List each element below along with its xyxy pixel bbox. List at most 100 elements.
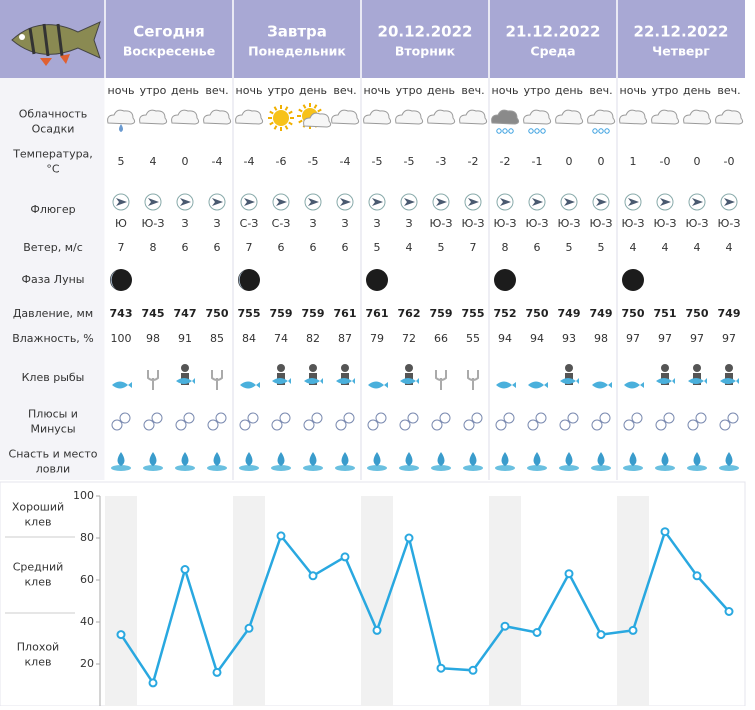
vane-arrow	[692, 198, 703, 206]
water	[399, 465, 419, 471]
row-label: Флюгер	[30, 203, 75, 216]
fish	[688, 378, 707, 384]
time-label: день	[683, 84, 711, 97]
cloud	[171, 109, 200, 125]
minus	[367, 419, 379, 431]
ray	[298, 119, 303, 124]
man-head	[277, 364, 285, 372]
hook	[435, 370, 447, 390]
wind-direction: Ю-З	[526, 217, 549, 230]
moon	[110, 269, 132, 291]
header-bg	[0, 0, 745, 78]
temperature: -5	[308, 155, 319, 168]
water	[207, 465, 227, 471]
float	[341, 452, 349, 466]
temperature: 5	[118, 155, 125, 168]
wind-direction: Ю	[115, 217, 127, 230]
time-label: утро	[396, 84, 423, 97]
wind-direction: Ю-З	[494, 217, 517, 230]
row-label: Температура,	[12, 148, 93, 161]
vane-arrow	[148, 198, 159, 206]
bite-icon	[176, 364, 195, 385]
pressure: 759	[270, 307, 293, 320]
cloud-icon	[555, 109, 584, 125]
bite-icon	[624, 381, 644, 389]
row-label: Давление, мм	[13, 307, 93, 320]
wind-speed: 6	[214, 241, 221, 254]
float	[437, 452, 445, 466]
plus	[151, 412, 163, 424]
pressure: 759	[430, 307, 453, 320]
time-label: утро	[524, 84, 551, 97]
cloud-icon	[619, 109, 648, 125]
point	[308, 571, 318, 581]
wind-speed: 7	[246, 241, 253, 254]
vane-arrow	[500, 198, 511, 206]
float	[597, 452, 605, 466]
wind-direction: Ю-З	[142, 217, 165, 230]
bite-icon	[368, 381, 388, 389]
minus	[495, 419, 507, 431]
cloud	[363, 109, 392, 125]
moon	[238, 269, 260, 291]
hook	[211, 370, 223, 390]
humidity: 82	[306, 332, 320, 345]
vane-arrow	[116, 198, 127, 206]
plus	[343, 412, 355, 424]
night-stripe	[617, 496, 649, 706]
ray	[269, 110, 274, 115]
humidity: 91	[178, 332, 192, 345]
wind-speed: 5	[438, 241, 445, 254]
wind-speed: 4	[406, 241, 413, 254]
tackle-icon	[175, 452, 195, 471]
cloud	[139, 109, 168, 125]
plus	[407, 412, 419, 424]
plus	[311, 412, 323, 424]
tackle-icon	[495, 452, 515, 471]
temperature: -2	[468, 155, 479, 168]
row-label: ловли	[36, 463, 70, 476]
snowflake	[508, 128, 514, 134]
temperature: 0	[694, 155, 701, 168]
wind-speed: 6	[310, 241, 317, 254]
temperature: 0	[598, 155, 605, 168]
temperature: -4	[212, 155, 223, 168]
tackle-icon	[367, 452, 387, 471]
fish	[336, 378, 355, 384]
wind-speed: 4	[630, 241, 637, 254]
humidity: 84	[242, 332, 256, 345]
cloud-icon	[203, 109, 232, 125]
bite-icon	[336, 364, 355, 385]
bite-icon	[240, 381, 260, 389]
plus-minus-icon	[687, 412, 707, 431]
time-label: веч.	[589, 84, 612, 97]
pressure: 752	[494, 307, 517, 320]
pressure: 761	[334, 307, 357, 320]
wind-vane	[208, 193, 226, 211]
vane-arrow	[244, 198, 255, 206]
wind-speed: 8	[150, 241, 157, 254]
ray	[288, 121, 293, 126]
man-head	[661, 364, 669, 372]
float	[117, 452, 125, 466]
plus-minus-icon	[367, 412, 387, 431]
snowflake	[528, 128, 534, 134]
bite-icon	[467, 370, 479, 390]
cloud-icon	[683, 109, 712, 125]
moon	[622, 269, 644, 291]
wind-direction: Ю-З	[430, 217, 453, 230]
y-tick-label: 60	[80, 573, 94, 586]
humidity: 87	[338, 332, 352, 345]
vane-arrow	[212, 198, 223, 206]
day-subtitle: Четверг	[652, 44, 710, 59]
wind-direction: С-З	[272, 217, 291, 230]
wind-vane	[240, 193, 258, 211]
row-label: Осадки	[32, 123, 75, 136]
sun-icon	[268, 105, 294, 131]
night-stripe	[105, 496, 137, 706]
vane-arrow	[308, 198, 319, 206]
temperature: -1	[532, 155, 543, 168]
zone-label: клев	[25, 516, 52, 529]
plus	[247, 412, 259, 424]
sun	[273, 110, 289, 126]
